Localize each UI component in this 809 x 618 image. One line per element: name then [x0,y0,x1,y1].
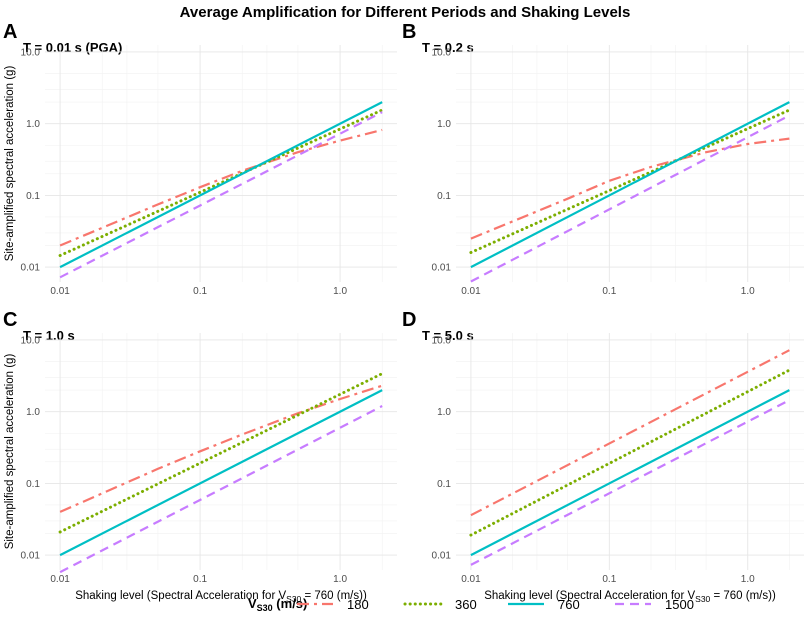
panels: A T = 0.01 s (PGA) 0.01 0.1 1.0 10.0 0.01 0.1 1.… [3,21,804,604]
series-line-760 [59,101,383,269]
x-tick-label: 0.01 [461,574,481,585]
y-tick-label: 1.0 [437,119,451,130]
series-line-760 [470,389,790,557]
y-tick-label: 0.01 [432,263,452,274]
series-line-360 [469,108,791,254]
y-tick-label: 0.01 [21,263,41,274]
y-tick-label: 0.01 [432,551,452,562]
x-tick-label: 1.0 [741,286,755,297]
series-line-360 [58,108,384,257]
x-axis-label: Shaking level (Spectral Acceleration for… [75,590,367,604]
panel-title: T = 1.0 s [23,328,75,343]
legend-title: VS30 (m/s) [248,596,307,613]
y-axis-label: Site-amplified spectral acceleration (g) [4,354,16,550]
x-tick-label: 0.01 [461,286,481,297]
panel-A: A T = 0.01 s (PGA) 0.01 0.1 1.0 10.0 0.01 0.1 1.… [3,21,397,297]
series-line-760 [59,389,383,557]
legend: VS30 (m/s) 180 360 760 1500 [248,596,694,613]
panel-letter: C [3,309,17,331]
y-tick-label: 0.01 [21,551,41,562]
y-tick-label: 0.1 [437,479,451,490]
x-tick-label: 0.01 [50,286,70,297]
x-tick-label: 0.1 [602,574,616,585]
panel-C: C T = 1.0 s 0.01 0.1 1.0 10.0 0.01 0.1 1.0 Site-a… [3,309,397,604]
y-axis-label: Site-amplified spectral acceleration (g) [4,66,16,262]
y-tick-label: 1.0 [26,407,40,418]
x-tick-label: 0.1 [602,286,616,297]
y-tick-label: 1.0 [26,119,40,130]
legend-label-180: 180 [347,597,369,612]
x-tick-label: 0.01 [50,574,70,585]
series-line-360 [58,372,384,534]
panel-letter: D [402,309,416,331]
panel-B: B T = 0.2 s 0.01 0.1 1.0 10.0 0.01 0.1 1.0 [402,21,804,297]
series-line-1500 [470,399,790,566]
series-line-180 [470,349,790,517]
x-tick-label: 1.0 [333,286,347,297]
panel-title: T = 5.0 s [422,328,474,343]
panel-title: T = 0.01 s (PGA) [23,40,122,55]
y-tick-label: 0.1 [26,191,40,202]
figure-title: Average Amplification for Different Peri… [180,4,631,21]
series-line-1500 [59,111,383,279]
x-tick-label: 0.1 [193,286,207,297]
legend-label-1500: 1500 [665,597,694,612]
y-tick-label: 0.1 [26,479,40,490]
y-tick-label: 10.0 [432,335,452,346]
panel-letter: A [3,21,17,43]
series-line-360 [469,368,791,537]
series-line-1500 [59,405,383,574]
series-line-180 [470,137,790,240]
legend-label-760: 760 [558,597,580,612]
legend-label-360: 360 [455,597,477,612]
series-line-1500 [470,114,790,283]
series-line-760 [470,101,790,269]
x-tick-label: 1.0 [741,574,755,585]
series-line-180 [59,384,383,513]
x-tick-label: 1.0 [333,574,347,585]
x-axis-label: Shaking level (Spectral Acceleration for… [484,590,776,604]
y-tick-label: 10.0 [432,47,452,58]
panel-D: D T = 5.0 s 0.01 0.1 1.0 10.0 0.01 0.1 1.0 Shakin… [402,309,804,604]
panel-title: T = 0.2 s [422,40,474,55]
series-line-180 [59,128,383,247]
y-tick-label: 10.0 [21,47,41,58]
panel-letter: B [402,21,416,43]
y-tick-label: 0.1 [437,191,451,202]
x-tick-label: 0.1 [193,574,207,585]
y-tick-label: 1.0 [437,407,451,418]
y-tick-label: 10.0 [21,335,41,346]
